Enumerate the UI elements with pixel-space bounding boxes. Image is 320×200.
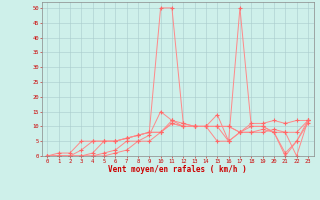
X-axis label: Vent moyen/en rafales ( km/h ): Vent moyen/en rafales ( km/h )	[108, 165, 247, 174]
